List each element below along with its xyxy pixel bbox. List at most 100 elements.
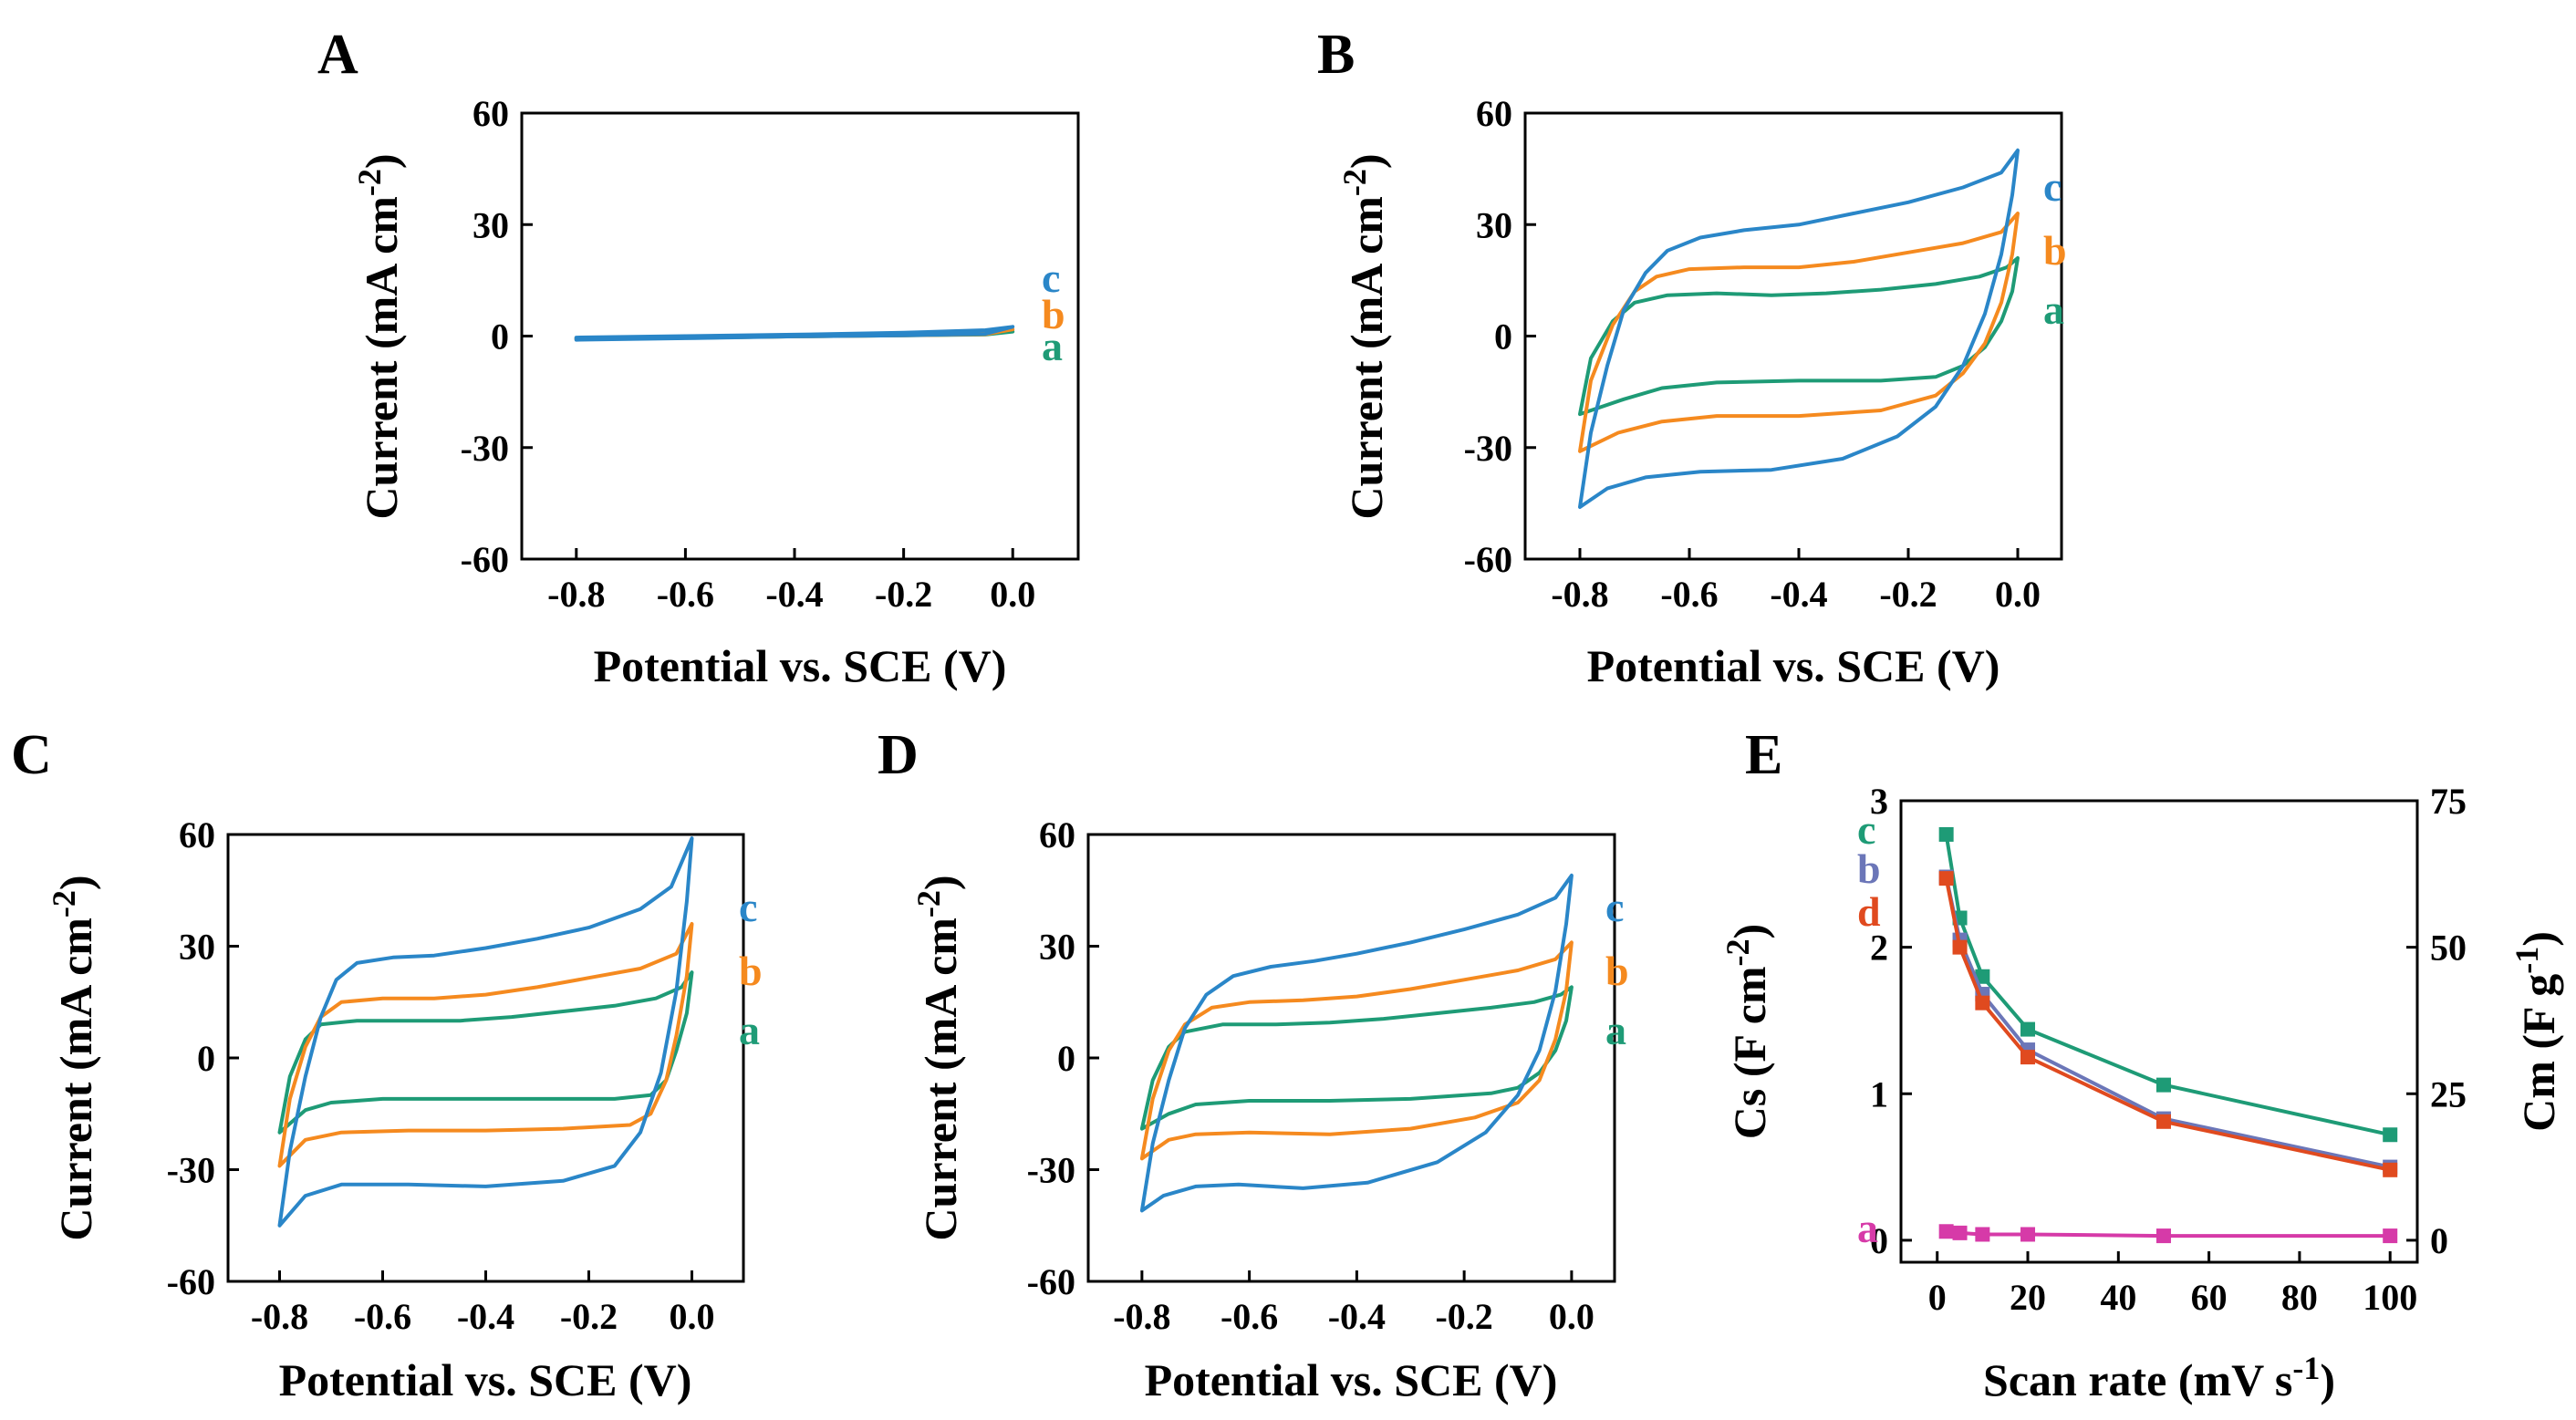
x-tick-label: -0.2 [875, 574, 932, 615]
x-tick-label: -0.8 [251, 1296, 308, 1337]
y-axis-label: Cs (F cm-2) [1719, 924, 1775, 1139]
panel-letter: B [1317, 24, 1355, 86]
data-point-a [2020, 1227, 2036, 1242]
y-axis-label-sup: -2 [1336, 169, 1373, 196]
cv-curve-c [1139, 873, 1574, 1213]
y-axis-label-end: ) [1724, 924, 1775, 939]
x-tick-label: -0.2 [1879, 574, 1937, 615]
series-label-a: a [739, 1007, 760, 1053]
y-axis-label-end: ) [50, 875, 101, 890]
data-point-d [2020, 1050, 2036, 1065]
y-tick-label: -30 [1027, 1150, 1075, 1191]
series-line-c [1944, 834, 2391, 1137]
data-point-c [2020, 1021, 2036, 1037]
y-tick-label: 30 [1476, 204, 1512, 245]
x-tick-label: -0.2 [560, 1296, 618, 1337]
data-point-c [1975, 969, 1990, 984]
x-tick-label: -0.6 [1660, 574, 1718, 615]
y-tick-label: -30 [461, 428, 509, 469]
y-tick-label: 60 [179, 814, 215, 855]
data-point-d [1975, 995, 1990, 1011]
x-tick-label: 0.0 [1995, 574, 2041, 615]
data-point-a [1975, 1227, 1990, 1242]
y-axis-label: Current (mA cm-2) [351, 153, 407, 519]
series-label-a: a [1857, 1205, 1878, 1251]
cv-curve-b [277, 922, 694, 1168]
x-tick-label: 80 [2281, 1277, 2318, 1318]
plot-frame [1899, 799, 2419, 1264]
data-point-c [2383, 1127, 2398, 1143]
y-axis-label-sup: -2 [351, 169, 388, 196]
y-tick-label: 60 [1476, 93, 1512, 134]
y-tick-label: 0 [1870, 1220, 1888, 1261]
x-tick-label: 60 [2191, 1277, 2228, 1318]
x-tick-label: 0.0 [990, 574, 1035, 615]
y2-tick-label: 0 [2430, 1220, 2448, 1261]
cv-curve-b [1578, 212, 2020, 453]
y-axis-label-main: Cs (F cm [1724, 966, 1775, 1139]
x-tick-label: -0.8 [547, 574, 605, 615]
y-axis-label-main: Current (mA cm [1341, 196, 1392, 520]
y-tick-label: 30 [1039, 927, 1075, 968]
x-tick-label: -0.6 [1220, 1296, 1278, 1337]
y-tick-label: 0 [491, 316, 509, 358]
y-axis-label-sup: -2 [1719, 938, 1756, 966]
x-tick-label: -0.6 [354, 1296, 411, 1337]
y2-tick-label: 25 [2430, 1073, 2467, 1114]
series-label-c: c [1605, 884, 1624, 930]
data-point-d [1938, 871, 1954, 886]
series-label-b: b [739, 948, 763, 994]
x-axis-label-main: Scan rate (mV s [1983, 1354, 2292, 1405]
panel-d: D -0.8 -0.6 -0.4 -0.2 0.0 -60 -30 0 30 60 Potential… [878, 724, 1629, 1405]
y-tick-label: -30 [167, 1150, 215, 1191]
x-tick-label: 0.0 [1549, 1296, 1594, 1337]
cv-curve-c [1578, 148, 2020, 509]
y-tick-label: -60 [167, 1261, 215, 1302]
cv-curve-b [1139, 940, 1574, 1161]
y2-axis-label-sup: -1 [2508, 947, 2545, 974]
series-label-c: c [1042, 254, 1060, 301]
x-tick-label: 20 [2010, 1277, 2046, 1318]
x-tick-label: 0.0 [670, 1296, 715, 1337]
x-axis-label-end: ) [2320, 1354, 2335, 1405]
y-tick-label: -60 [461, 539, 509, 580]
x-tick-label: -0.2 [1435, 1296, 1492, 1337]
data-point-a [2155, 1228, 2171, 1244]
panel-c: C -0.8 -0.6 -0.4 -0.2 0.0 -60 -30 0 30 60 Potential… [11, 724, 763, 1405]
y-tick-label: 0 [197, 1038, 215, 1079]
y-tick-label: 0 [1057, 1038, 1075, 1079]
panel-a: A -0.8 -0.6 -0.4 -0.2 0.0 -60 -30 0 30 60 Potential… [317, 24, 1080, 691]
cv-curve-c [277, 836, 694, 1228]
x-tick-label: 100 [2363, 1277, 2417, 1318]
panel-letter: A [317, 24, 358, 86]
x-axis-label: Potential vs. SCE (V) [594, 640, 1007, 691]
x-tick-label: -0.8 [1551, 574, 1608, 615]
series-label-a: a [1042, 323, 1063, 369]
series-label-b: b [1042, 291, 1065, 337]
y2-tick-label: 75 [2430, 781, 2467, 822]
data-point-a [1952, 1225, 1968, 1240]
y-tick-label: -30 [1464, 428, 1512, 469]
series-label-c: c [739, 884, 757, 930]
data-point-c [1938, 826, 1954, 842]
data-point-d [2383, 1162, 2398, 1177]
data-point-a [1938, 1224, 1954, 1239]
data-point-d [2155, 1114, 2171, 1129]
series-label-c: c [1857, 806, 1875, 853]
x-tick-label: -0.4 [1328, 1296, 1386, 1337]
series-label-a: a [1605, 1007, 1626, 1053]
y-tick-label: -60 [1027, 1261, 1075, 1302]
series-label-c: c [2043, 163, 2062, 210]
data-point-d [1952, 939, 1968, 955]
y-axis-label-main: Current (mA cm [915, 917, 966, 1241]
y2-tick-label: 50 [2430, 928, 2467, 969]
x-axis-label: Potential vs. SCE (V) [1145, 1354, 1558, 1405]
cv-curve-a [1578, 255, 2020, 417]
y2-axis-label-end: ) [2513, 931, 2564, 947]
y2-axis-label-main: Cm (F g [2513, 974, 2564, 1132]
x-axis-label: Scan rate (mV s-1) [1983, 1350, 2335, 1405]
plot-frame [226, 833, 745, 1283]
y-axis-label-sup: -2 [910, 890, 947, 917]
y-tick-label: 30 [179, 927, 215, 968]
